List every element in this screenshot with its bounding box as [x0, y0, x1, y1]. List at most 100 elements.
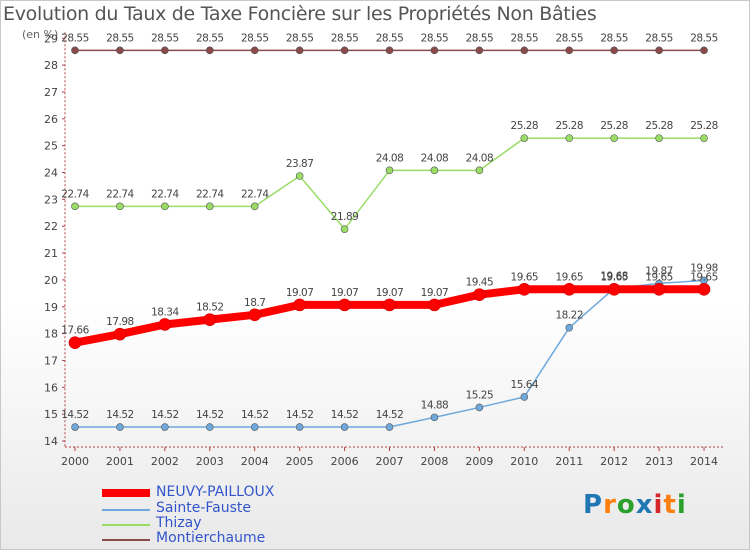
data-label-montierchaume: 28.55 — [241, 32, 269, 44]
legend-swatch — [102, 524, 150, 526]
data-label-thizay: 25.28 — [645, 120, 673, 132]
y-tick-label: 28 — [44, 59, 58, 72]
data-label-neuvy-pailloux: 19.07 — [286, 287, 314, 299]
data-point-neuvy-pailloux — [338, 298, 351, 312]
data-label-thizay: 24.08 — [466, 152, 494, 164]
data-point-thizay — [385, 166, 394, 175]
data-label-montierchaume: 28.55 — [555, 32, 583, 44]
data-label-thizay: 25.28 — [555, 120, 583, 132]
data-label-sainte-fauste: 14.52 — [61, 409, 89, 421]
y-tick-label: 27 — [44, 86, 58, 99]
x-tick-label: 2010 — [510, 455, 538, 468]
y-tick-label: 26 — [44, 113, 58, 126]
data-point-neuvy-pailloux — [113, 327, 127, 341]
data-label-montierchaume: 28.55 — [106, 32, 134, 44]
data-label-thizay: 22.74 — [106, 188, 134, 200]
data-label-neuvy-pailloux: 18.7 — [244, 297, 265, 309]
data-point-thizay — [295, 172, 304, 180]
data-point-sainte-fauste — [340, 423, 349, 431]
data-point-montierchaume — [430, 46, 439, 55]
data-point-montierchaume — [385, 46, 394, 55]
data-point-thizay — [700, 134, 708, 142]
data-point-thizay — [475, 166, 484, 175]
data-label-neuvy-pailloux: 19.65 — [600, 271, 628, 283]
y-tick-label: 22 — [44, 220, 58, 233]
x-tick-label: 2007 — [376, 455, 404, 468]
x-tick-label: 2001 — [106, 455, 134, 468]
data-point-montierchaume — [475, 46, 484, 55]
data-label-neuvy-pailloux: 19.07 — [376, 287, 404, 299]
data-point-sainte-fauste — [116, 423, 124, 431]
y-tick-label: 24 — [44, 167, 58, 180]
data-point-montierchaume — [700, 46, 708, 55]
data-point-neuvy-pailloux — [68, 336, 82, 350]
data-label-thizay: 21.89 — [331, 211, 359, 223]
data-label-montierchaume: 28.55 — [600, 32, 628, 44]
data-point-neuvy-pailloux — [158, 318, 172, 331]
legend-swatch — [102, 539, 150, 541]
y-tick-label: 16 — [44, 381, 58, 394]
data-point-sainte-fauste — [565, 323, 574, 332]
x-tick-label: 2004 — [241, 455, 269, 468]
logo-letter: x — [635, 490, 654, 520]
proxiti-logo: Proxiti — [583, 490, 687, 520]
data-label-sainte-fauste: 14.52 — [151, 409, 179, 421]
legend-label: Montierchaume — [156, 530, 266, 546]
data-label-neuvy-pailloux: 19.65 — [555, 271, 583, 283]
logo-letter: P — [583, 490, 604, 520]
data-point-sainte-fauste — [430, 413, 439, 422]
x-tick-label: 2002 — [151, 455, 179, 468]
x-tick-label: 2003 — [196, 455, 224, 468]
data-label-neuvy-pailloux: 18.52 — [196, 302, 224, 314]
y-tick-label: 17 — [44, 354, 58, 367]
data-point-sainte-fauste — [475, 403, 484, 412]
data-label-neuvy-pailloux: 19.65 — [690, 271, 718, 283]
data-label-montierchaume: 28.55 — [511, 32, 539, 44]
data-point-montierchaume — [250, 46, 259, 55]
data-label-sainte-fauste: 19.98 — [690, 262, 718, 274]
data-label-neuvy-pailloux: 19.65 — [511, 271, 539, 283]
data-point-thizay — [161, 202, 169, 211]
chart-subtitle: (en %) — [22, 28, 59, 41]
x-tick-label: 2009 — [465, 455, 493, 468]
data-point-thizay — [340, 225, 349, 233]
data-label-neuvy-pailloux: 19.07 — [421, 287, 449, 299]
x-tick-label: 2012 — [600, 455, 628, 468]
data-point-thizay — [116, 202, 124, 211]
data-point-neuvy-pailloux — [383, 298, 396, 312]
data-label-sainte-fauste: 19.68 — [600, 270, 628, 282]
data-point-thizay — [71, 202, 79, 211]
data-point-montierchaume — [565, 46, 574, 55]
x-tick-label: 2005 — [286, 455, 314, 468]
data-label-sainte-fauste: 14.88 — [421, 399, 449, 411]
data-point-neuvy-pailloux — [607, 282, 621, 296]
data-point-thizay — [250, 202, 259, 211]
x-tick-label: 2013 — [645, 455, 673, 468]
data-label-thizay: 23.87 — [286, 158, 314, 170]
logo-letter: r — [603, 490, 617, 520]
data-label-sainte-fauste: 14.52 — [241, 409, 269, 421]
data-label-montierchaume: 28.55 — [286, 32, 314, 44]
x-tick-label: 2014 — [690, 455, 718, 468]
legend-swatch — [102, 509, 150, 511]
legend-label: NEUVY-PAILLOUX — [156, 484, 275, 500]
legend-swatch — [102, 489, 150, 497]
data-label-sainte-fauste: 15.25 — [466, 389, 494, 401]
data-label-thizay: 24.08 — [376, 152, 404, 164]
data-label-montierchaume: 28.55 — [151, 32, 179, 44]
data-point-sainte-fauste — [71, 423, 79, 431]
data-point-thizay — [655, 134, 663, 142]
data-label-montierchaume: 28.55 — [645, 32, 673, 44]
data-point-neuvy-pailloux — [428, 298, 441, 312]
data-label-sainte-fauste: 15.64 — [511, 379, 539, 391]
data-label-thizay: 24.08 — [421, 152, 449, 164]
data-point-sainte-fauste — [385, 423, 394, 431]
x-tick-label: 2011 — [555, 455, 583, 468]
data-point-sainte-fauste — [520, 393, 529, 401]
data-label-neuvy-pailloux: 19.45 — [466, 277, 494, 289]
logo-letter: o — [616, 490, 636, 520]
x-tick-label: 2006 — [331, 455, 359, 468]
data-point-thizay — [205, 202, 214, 211]
y-tick-label: 20 — [44, 274, 58, 287]
